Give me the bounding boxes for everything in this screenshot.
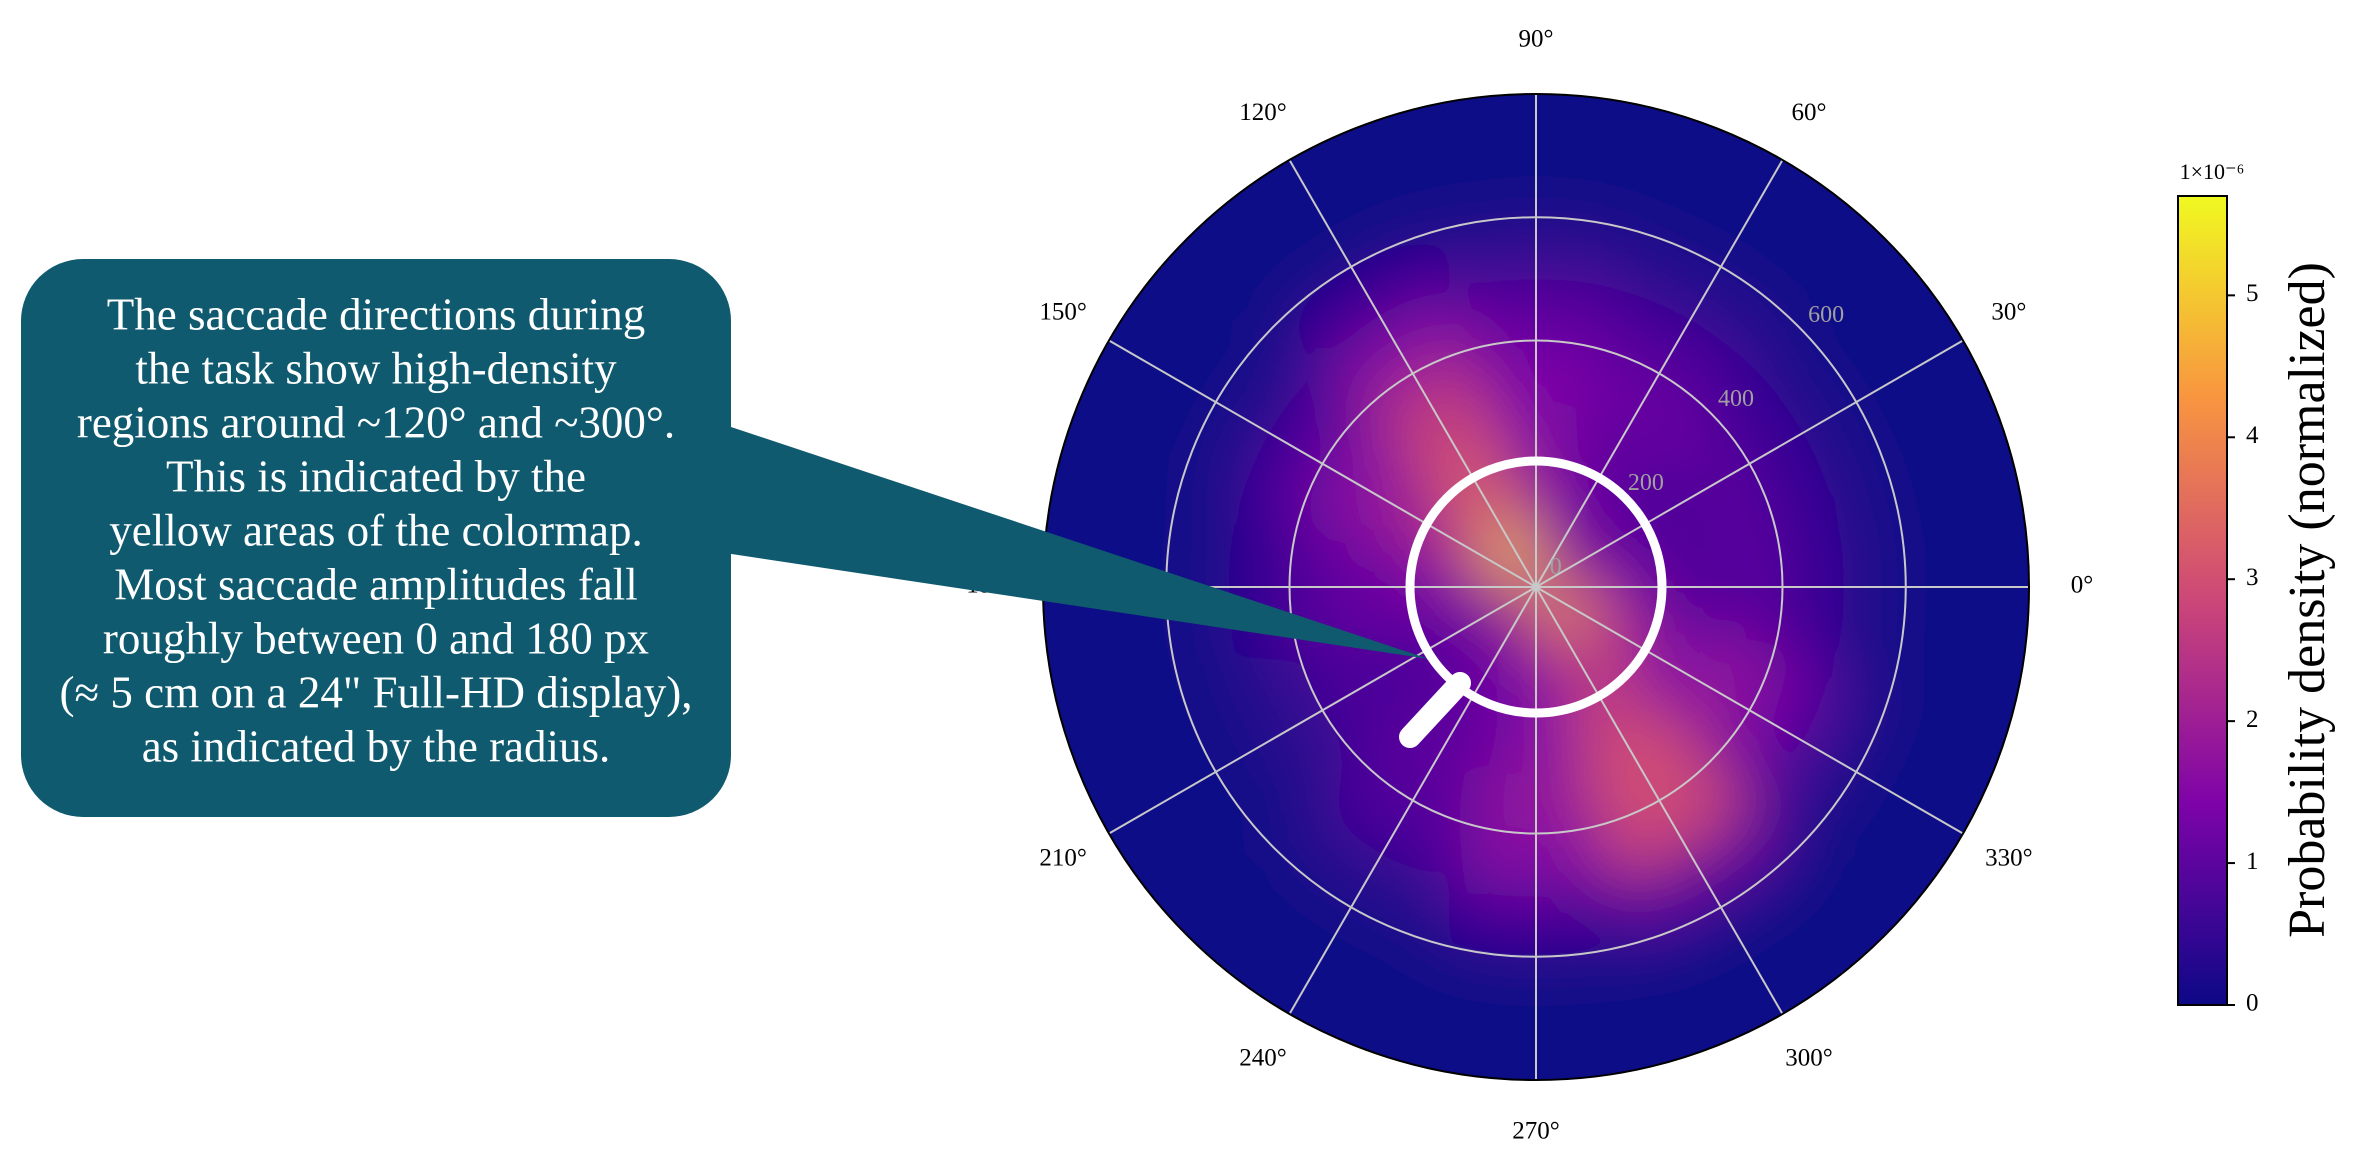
colorbar-offset: 1×10⁻⁶ <box>2180 159 2245 184</box>
callout-line: This is indicated by the <box>166 451 586 501</box>
colorbar-tick-label: 4 <box>2246 422 2259 449</box>
callout-line: roughly between 0 and 180 px <box>103 613 649 663</box>
angle-tick-label: 150° <box>1039 299 1087 326</box>
radial-grid-line <box>1288 339 1784 835</box>
angle-tick-label: 60° <box>1792 99 1827 126</box>
colorbar-tick-label: 1 <box>2246 848 2259 875</box>
callout-line: The saccade directions during <box>107 289 646 339</box>
angle-tick-label: 330° <box>1985 845 2033 872</box>
magnifier <box>1399 456 1667 748</box>
radial-tick-label: 0 <box>1550 554 1562 580</box>
angle-tick-label: 90° <box>1519 26 1554 53</box>
angle-tick-label: 270° <box>1512 1118 1560 1145</box>
colorbar-gradient <box>2177 195 2228 1006</box>
angle-tick-label: 300° <box>1785 1045 1833 1072</box>
angle-tick-label: 0° <box>2071 572 2094 599</box>
magnifier-ring <box>1405 456 1667 718</box>
callout-line: (≈ 5 cm on a 24" Full-HD display), <box>60 667 693 717</box>
radial-tick-label: 200 <box>1628 470 1664 496</box>
callout-box <box>21 259 731 817</box>
callout-line: the task show high-density <box>135 343 617 393</box>
density-field <box>1043 94 2029 1080</box>
radial-tick-label: 600 <box>1808 302 1844 328</box>
colorbar-label: Probability density (normalized) <box>2279 262 2336 938</box>
angle-tick-label: 240° <box>1239 1045 1287 1072</box>
callout-line: Most saccade amplitudes fall <box>114 559 638 609</box>
callout-pointer <box>725 425 1429 659</box>
colorbar-tick-label: 3 <box>2246 564 2259 591</box>
density-cells <box>1043 94 2029 1080</box>
colorbar: 1×10⁻⁶ Probability density (normalized) … <box>2177 159 2336 1017</box>
colorbar-tick-label: 0 <box>2246 990 2259 1017</box>
callout-line: as indicated by the radius. <box>142 721 611 771</box>
angle-tick-label: 210° <box>1039 845 1087 872</box>
callout-line: yellow areas of the colormap. <box>109 505 643 555</box>
angle-tick-label: 120° <box>1239 99 1287 126</box>
colorbar-tick-label: 5 <box>2246 280 2259 307</box>
callout-line: regions around ~120° and ~300°. <box>77 397 675 447</box>
radial-tick-label: 400 <box>1718 386 1754 412</box>
angle-tick-label: 30° <box>1991 299 2026 326</box>
magnifier-handle <box>1399 672 1471 748</box>
colorbar-tick-label: 2 <box>2246 706 2259 733</box>
